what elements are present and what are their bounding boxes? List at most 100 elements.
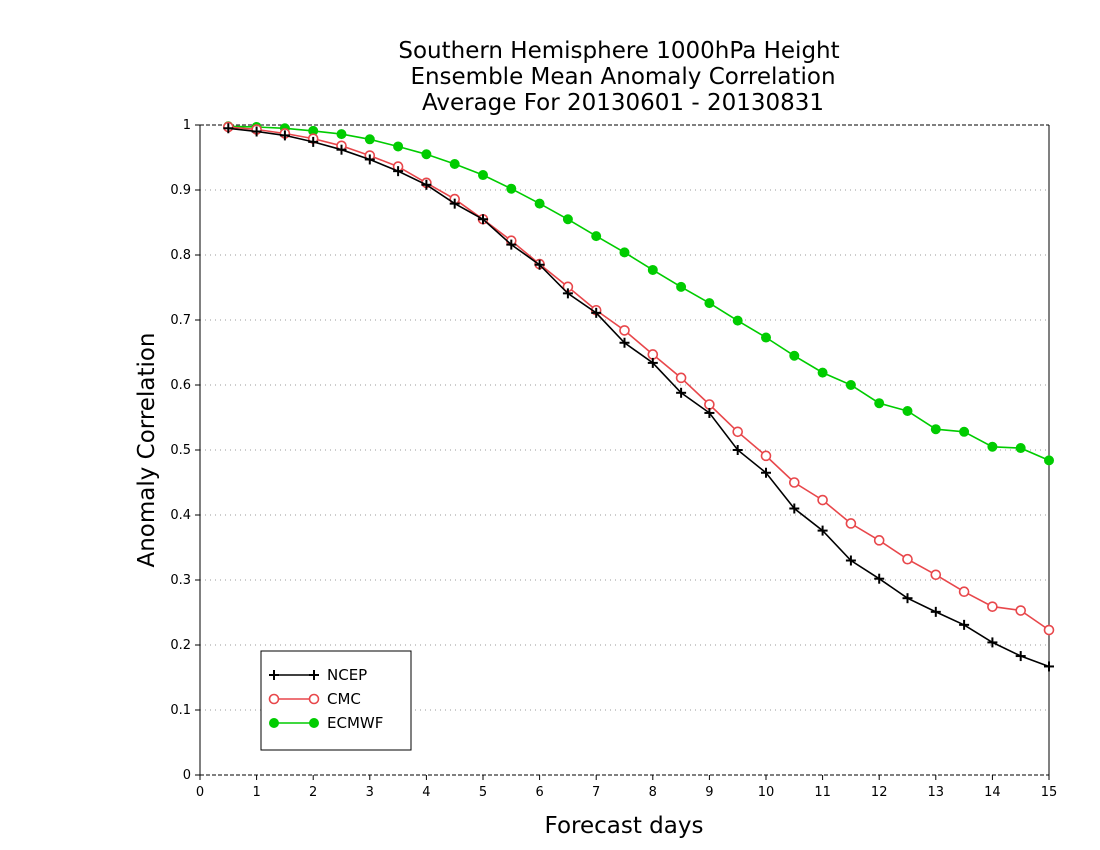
chart-title-line-2: Ensemble Mean Anomaly Correlation <box>410 64 835 90</box>
data-point-cmc <box>902 553 913 565</box>
data-point-ncep <box>591 307 602 318</box>
data-point-ecmwf <box>619 247 630 258</box>
data-point-ecmwf <box>761 332 771 343</box>
legend-label-cmc: CMC <box>327 690 361 708</box>
y-tick-label: 0.7 <box>170 313 191 328</box>
data-point-ncep <box>704 407 715 418</box>
data-point-cmc <box>873 535 885 546</box>
data-point-ecmwf <box>1015 443 1026 454</box>
data-point-ecmwf <box>478 170 488 181</box>
y-axis-label: Anomaly Correlation <box>134 332 160 567</box>
legend-marker-ncep <box>309 670 319 680</box>
x-axis-label: Forecast days <box>545 813 704 839</box>
y-tick-label: 0.9 <box>170 183 191 198</box>
data-point-ecmwf <box>676 281 687 292</box>
y-tick-label: 0.4 <box>170 508 191 523</box>
data-point-ncep <box>393 166 404 177</box>
data-point-cmc <box>788 477 800 488</box>
x-tick-label: 9 <box>705 785 713 800</box>
x-tick-label: 5 <box>479 785 487 800</box>
data-point-ncep <box>874 573 885 584</box>
legend-label-ecmwf: ECMWF <box>327 714 383 732</box>
data-point-ncep <box>902 593 913 604</box>
data-point-cmc <box>958 586 970 598</box>
data-point-ncep <box>421 179 432 190</box>
data-point-cmc <box>760 450 772 462</box>
data-point-ncep <box>761 467 771 478</box>
data-point-ncep <box>930 606 941 617</box>
series-ncep <box>223 123 1054 672</box>
series-line-cmc <box>228 126 1050 631</box>
data-point-ncep <box>251 126 262 137</box>
x-tick-label: 0 <box>196 785 204 800</box>
data-point-ecmwf <box>789 350 800 361</box>
x-tick-label: 12 <box>871 785 888 800</box>
data-point-cmc <box>817 494 828 506</box>
x-tick-label: 10 <box>758 785 775 800</box>
data-point-ncep <box>336 144 347 155</box>
data-point-ncep <box>308 136 319 147</box>
series-line-ecmwf <box>228 125 1050 462</box>
data-point-ncep <box>647 357 658 368</box>
chart-title-line-1: Southern Hemisphere 1000hPa Height <box>398 38 839 64</box>
legend-marker-cmc <box>308 693 320 705</box>
data-point-cmc <box>1015 605 1027 616</box>
series-group <box>223 121 1055 672</box>
data-point-cmc <box>845 518 857 529</box>
data-point-ecmwf <box>874 398 885 409</box>
legend-marker-ecmwf <box>309 718 319 728</box>
data-point-ncep <box>223 123 234 134</box>
legend-box <box>260 650 412 751</box>
data-point-ecmwf <box>591 231 602 242</box>
x-tick-label: 8 <box>649 785 657 800</box>
legend-entry-ncep: NCEP <box>269 666 367 684</box>
legend-entry-cmc: CMC <box>268 690 361 708</box>
data-point-ecmwf <box>393 141 404 152</box>
y-tick-label: 1 <box>183 118 191 133</box>
data-point-ncep <box>478 214 488 225</box>
data-point-ecmwf <box>449 159 460 169</box>
data-point-cmc <box>930 569 942 581</box>
data-point-ecmwf <box>902 406 913 416</box>
data-point-cmc <box>647 349 659 360</box>
series-cmc <box>223 121 1055 636</box>
data-point-ecmwf <box>1044 455 1054 466</box>
data-point-ecmwf <box>930 424 941 435</box>
y-tick-label: 0.8 <box>170 248 191 263</box>
data-point-cmc <box>704 399 715 410</box>
data-point-cmc <box>675 372 687 384</box>
data-point-ecmwf <box>704 298 715 309</box>
y-tick-label: 0.2 <box>170 638 191 653</box>
x-tick-labels: 0 1 2 3 4 5 6 7 8 9 10 11 12 13 14 15 <box>196 785 1057 800</box>
x-tick-label: 2 <box>309 785 317 800</box>
series-line-ncep <box>228 127 1050 668</box>
data-point-cmc <box>732 426 744 438</box>
data-point-ecmwf <box>534 198 545 209</box>
data-point-ecmwf <box>732 315 743 326</box>
data-point-ecmwf <box>336 129 347 140</box>
y-tick-label: 0.1 <box>170 703 191 718</box>
data-point-ncep <box>1015 651 1026 662</box>
data-point-ncep <box>987 637 998 648</box>
x-tick-label: 1 <box>252 785 260 800</box>
series-ecmwf <box>223 121 1054 466</box>
y-tick-label: 0.6 <box>170 378 191 393</box>
data-point-ncep <box>959 619 970 630</box>
data-point-ecmwf <box>364 134 375 145</box>
data-point-ecmwf <box>506 183 517 194</box>
data-point-ncep <box>732 445 743 455</box>
data-point-ncep <box>789 503 800 514</box>
data-point-ncep <box>619 337 630 348</box>
y-tick-label: 0.3 <box>170 573 191 588</box>
legend-marker-ecmwf <box>269 718 279 728</box>
legend-marker-ncep <box>269 670 279 680</box>
x-tick-label: 14 <box>984 785 1001 800</box>
data-point-ncep <box>449 198 460 209</box>
legend-entry-ecmwf: ECMWF <box>269 714 383 732</box>
x-tick-label: 15 <box>1041 785 1058 800</box>
data-point-cmc <box>1043 624 1055 636</box>
y-tick-label: 0.5 <box>170 443 191 458</box>
y-tick-labels: 0 0.1 0.2 0.3 0.4 0.5 0.6 0.7 0.8 0.9 1 <box>170 118 191 783</box>
data-point-ecmwf <box>987 441 998 452</box>
